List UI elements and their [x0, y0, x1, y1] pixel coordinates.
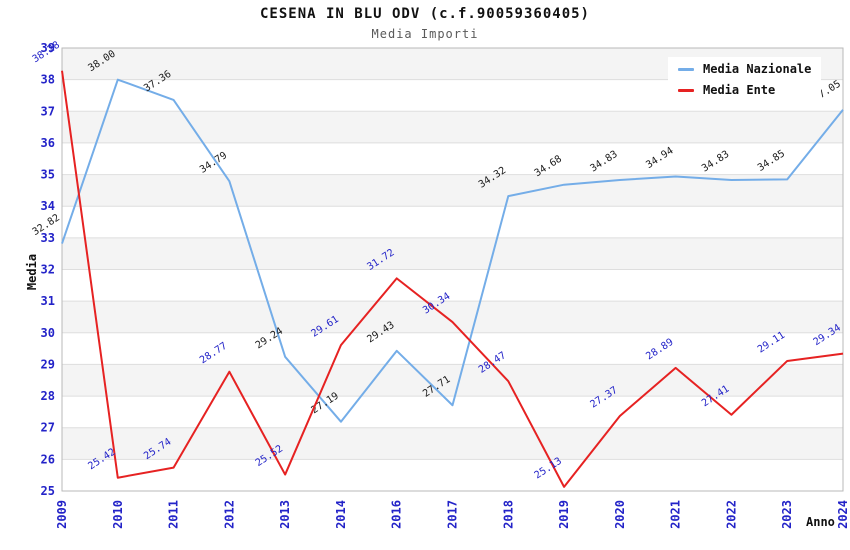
data-label-media-nazionale: 34.83	[700, 149, 731, 175]
y-tick-label: 36	[41, 136, 55, 150]
data-label-media-nazionale: 34.79	[198, 150, 229, 176]
x-tick-label: 2023	[780, 500, 794, 529]
data-label-media-nazionale: 34.83	[589, 149, 620, 175]
plot-border	[61, 47, 844, 492]
y-tick-label: 30	[41, 326, 55, 340]
legend-marker-red-line-icon	[678, 88, 694, 92]
data-label-media-ente: 28.77	[198, 341, 229, 367]
y-tick-label: 29	[41, 357, 55, 371]
y-tick-label: 28	[41, 389, 55, 403]
legend-item-media-nazionale: Media Nazionale	[678, 62, 811, 76]
y-tick-label: 37	[41, 104, 55, 118]
x-tick-label: 2012	[222, 500, 236, 529]
data-label-media-nazionale: 34.94	[644, 145, 675, 171]
y-tick-label: 38	[41, 73, 55, 87]
x-tick-label: 2016	[390, 500, 404, 529]
y-tick-label: 27	[41, 421, 55, 435]
x-axis-title: Anno	[806, 515, 835, 529]
grid-band	[62, 301, 843, 333]
x-tick-label: 2019	[557, 500, 571, 529]
grid-band	[62, 111, 843, 143]
series-line-media-ente	[61, 70, 844, 488]
x-tick-label: 2011	[167, 500, 181, 529]
y-tick-label: 32	[41, 263, 55, 277]
grid-band	[62, 364, 843, 397]
grid-band	[62, 174, 843, 207]
y-tick-label: 39	[41, 41, 55, 55]
legend-item-media-ente: Media Ente	[678, 83, 811, 97]
x-tick-label: 2024	[836, 500, 850, 529]
grid-band	[62, 237, 843, 270]
x-tick-label: 2013	[278, 500, 292, 529]
x-tick-label: 2010	[111, 500, 125, 529]
x-tick-label: 2020	[613, 500, 627, 529]
chart-title: CESENA IN BLU ODV (c.f.90059360405)	[259, 6, 590, 22]
legend: Media Nazionale Media Ente	[668, 57, 822, 103]
data-label-media-nazionale: 34.85	[756, 148, 787, 174]
x-tick-label: 2017	[446, 500, 460, 529]
y-tick-label: 33	[41, 231, 55, 245]
y-axis-title: Media	[25, 253, 40, 291]
data-label-media-ente: 29.11	[756, 330, 787, 356]
y-tick-label: 25	[41, 484, 55, 498]
x-tick-label: 2021	[669, 500, 683, 529]
y-tick-label: 35	[41, 168, 55, 182]
series-line-media-nazionale	[61, 78, 844, 423]
x-tick-label: 2022	[724, 500, 738, 529]
y-tick-label: 26	[41, 452, 55, 466]
legend-marker-blue-line-icon	[678, 67, 694, 71]
y-tick-label: 31	[41, 294, 55, 308]
x-tick-label: 2018	[501, 500, 515, 529]
x-tick-label: 2014	[334, 500, 348, 529]
x-tick-label: 2009	[55, 500, 69, 529]
grid-band	[62, 427, 843, 460]
legend-label: Media Nazionale	[703, 62, 812, 76]
y-tick-label: 34	[41, 199, 55, 213]
data-label-media-ente: 28.89	[644, 337, 675, 363]
chart-subtitle: Media Importi	[371, 27, 479, 41]
legend-label: Media Ente	[703, 83, 776, 97]
